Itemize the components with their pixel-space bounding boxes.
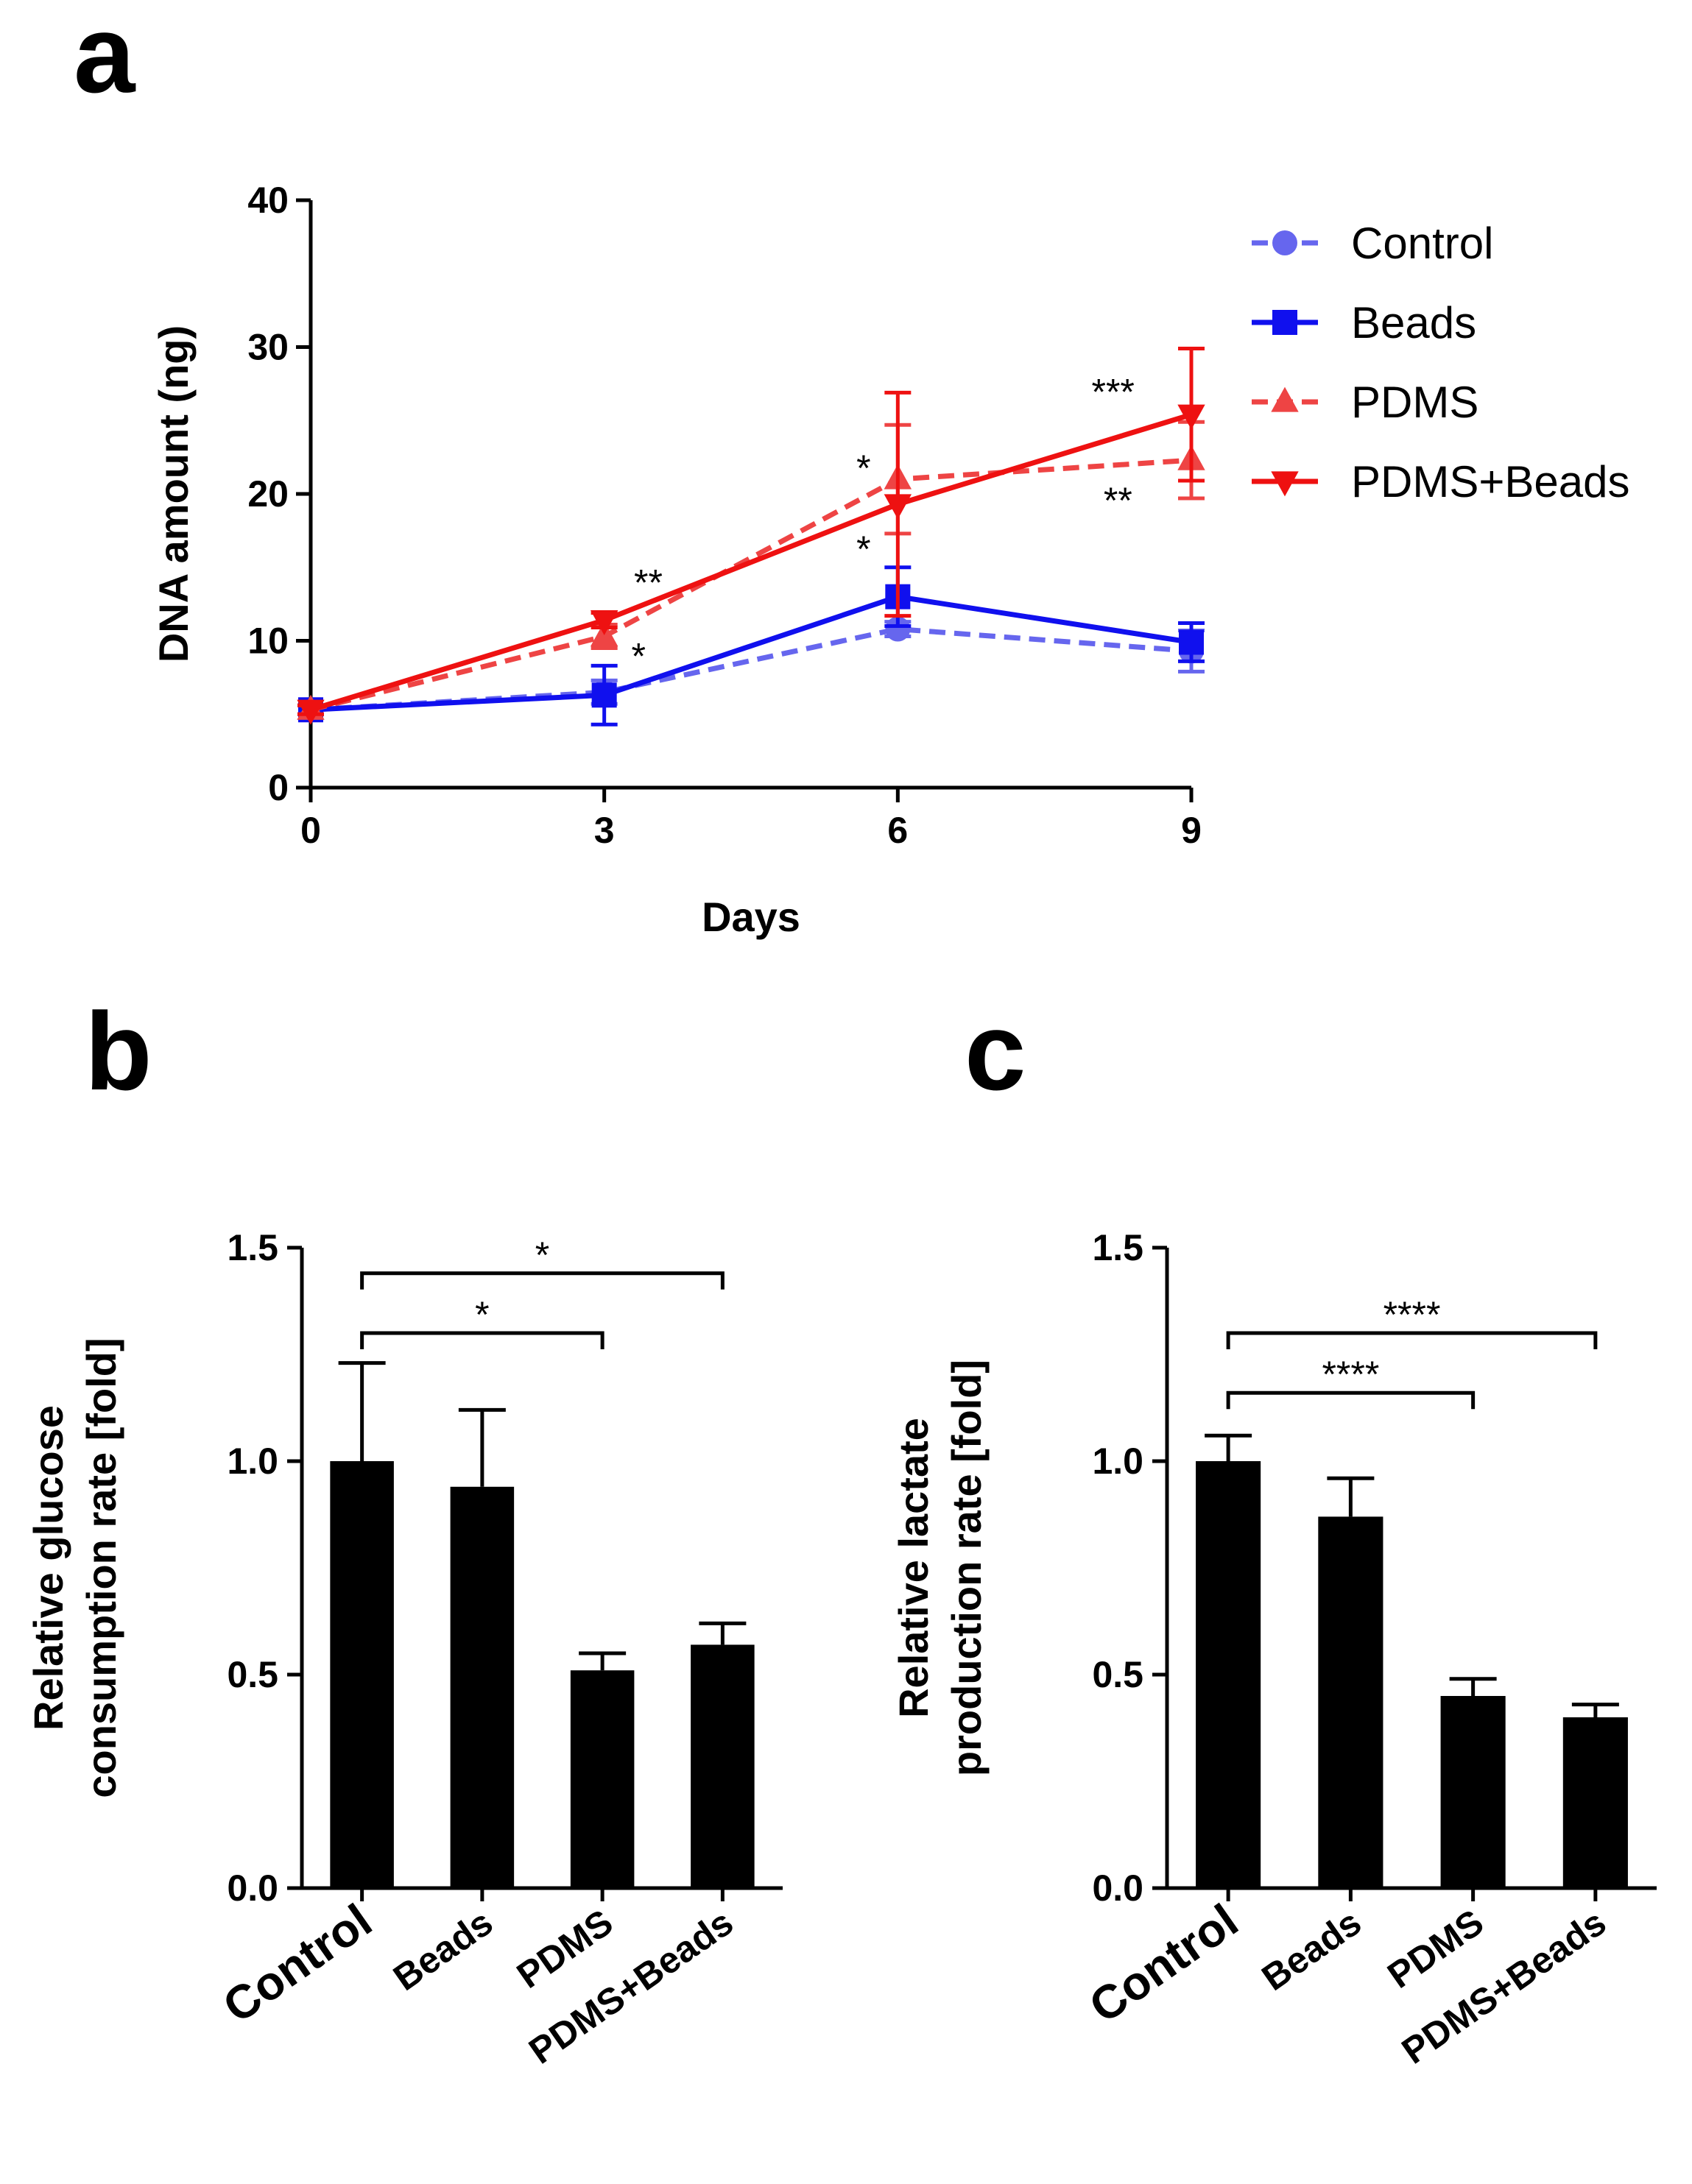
panel-letter-a: a [74, 0, 136, 116]
significance-label: * [535, 1234, 549, 1276]
y-tick-label: 1.5 [1092, 1227, 1143, 1268]
x-tick-label: 3 [594, 810, 615, 851]
x-category-label: Beads [386, 1901, 500, 1999]
data-point-beads [1179, 629, 1204, 655]
data-point-beads [591, 682, 617, 708]
y-tick-label: 0.0 [1092, 1867, 1143, 1909]
y-axis-title-line: Relative lactate [890, 1418, 937, 1718]
y-tick-label: 40 [247, 180, 289, 221]
panel-letter-b: b [85, 989, 152, 1113]
x-tick-label: 9 [1181, 810, 1202, 851]
significance-label: * [856, 448, 870, 489]
series-line-control [310, 626, 1192, 713]
significance-label: ** [1104, 480, 1132, 521]
y-tick-label: 1.0 [227, 1441, 278, 1482]
bar-pdms-beads [1562, 1717, 1628, 1888]
y-tick-label: 0 [268, 767, 289, 808]
legend-marker-pdms [1271, 386, 1299, 412]
legend-label-pdms-beads: PDMS+Beads [1351, 457, 1630, 506]
x-category-label: Control [214, 1893, 381, 2032]
y-tick-label: 10 [247, 621, 289, 662]
data-point-pdms-beads [884, 494, 912, 520]
y-tick-label: 0.5 [1092, 1654, 1143, 1695]
significance-bracket [360, 1331, 604, 1349]
panel-letter-c: c [965, 989, 1026, 1113]
significance-label: * [475, 1294, 489, 1335]
legend-marker-beads [1272, 310, 1297, 335]
significance-label: ** [634, 562, 663, 604]
series-pdms [297, 420, 1205, 720]
significance-label: **** [1383, 1294, 1441, 1335]
significance-bracket [360, 1271, 725, 1290]
bar-beads [1318, 1516, 1383, 1888]
y-tick-label: 0.5 [227, 1654, 278, 1695]
bar-pdms [1440, 1696, 1506, 1888]
significance-label: **** [1322, 1354, 1379, 1395]
significance-bracket [1226, 1331, 1598, 1349]
y-tick-label: 1.0 [1092, 1441, 1143, 1482]
y-tick-label: 1.5 [227, 1227, 278, 1268]
y-axis-title-line: consumption rate [fold] [78, 1337, 124, 1798]
significance-label: * [856, 529, 870, 570]
series-line-pdms [310, 457, 1192, 713]
y-axis-title-line: production rate [fold] [943, 1360, 990, 1776]
legend-marker-pdms-beads [1271, 471, 1299, 497]
series-line-beads [310, 594, 1192, 713]
series-pdms-beads [297, 346, 1205, 725]
x-category-label: Control [1080, 1893, 1248, 2032]
data-point-control [885, 616, 911, 642]
legend-label-control: Control [1351, 219, 1493, 268]
bar-pdms [570, 1670, 635, 1888]
bar-control [330, 1461, 394, 1888]
x-category-label: PDMS+Beads [1395, 1901, 1613, 2072]
x-category-label: PDMS+Beads [521, 1901, 740, 2072]
data-point-pdms-beads [297, 699, 325, 725]
y-axis-title-line: Relative glucose [25, 1405, 71, 1731]
y-axis-title: DNA amount (ng) [150, 325, 197, 662]
x-category-label: Beads [1255, 1901, 1369, 1999]
y-tick-label: 0.0 [227, 1867, 278, 1909]
bar-pdms-beads [691, 1644, 755, 1888]
x-axis-title: Days [702, 894, 800, 940]
dna-amount-legend: Control Beads PDMS PDMS+Beads [1252, 219, 1630, 506]
x-tick-label: 0 [300, 810, 321, 851]
significance-label: * [631, 635, 645, 676]
series-beads [297, 565, 1205, 727]
data-point-pdms-beads [1177, 404, 1205, 430]
y-tick-label: 20 [247, 473, 289, 515]
legend-label-beads: Beads [1351, 298, 1476, 347]
data-point-pdms-beads [590, 609, 618, 635]
series-line-pdms-beads [309, 411, 1193, 713]
y-tick-label: 30 [247, 327, 289, 368]
legend-marker-control [1272, 230, 1297, 255]
bar-beads [450, 1486, 515, 1888]
x-tick-label: 6 [887, 810, 908, 851]
significance-label: *** [1092, 371, 1135, 412]
significance-bracket [1226, 1390, 1476, 1410]
bar-control [1196, 1461, 1261, 1888]
series-control [297, 616, 1205, 723]
legend-label-pdms: PDMS [1351, 378, 1478, 427]
